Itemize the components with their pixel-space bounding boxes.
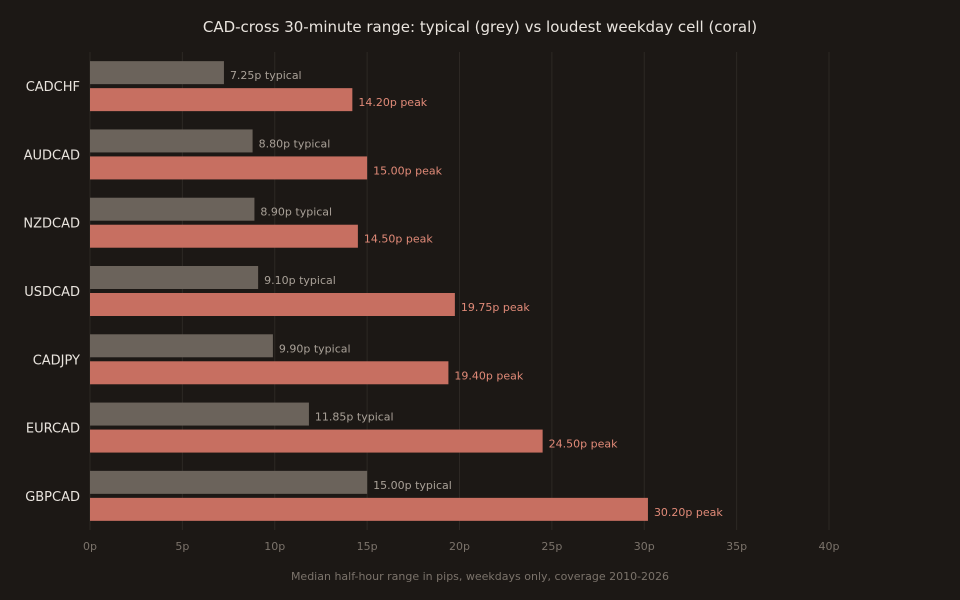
peak-value-label: 15.00p peak: [373, 164, 442, 177]
peak-value-label: 19.75p peak: [461, 301, 530, 314]
peak-value-label: 30.20p peak: [654, 506, 723, 519]
typical-bar: [90, 266, 259, 289]
peak-bar: [90, 88, 353, 112]
typical-bar: [90, 197, 255, 221]
x-tick-label: 40p: [819, 540, 840, 553]
peak-bar: [90, 497, 648, 521]
category-group-cadjpy: CADJPY 9.90p typical 19.40p peak: [33, 334, 524, 385]
category-label: GBPCAD: [25, 490, 80, 505]
typical-value-label: 9.10p typical: [264, 274, 336, 287]
category-group-audcad: AUDCAD 8.80p typical 15.00p peak: [24, 129, 443, 180]
typical-value-label: 7.25p typical: [230, 69, 302, 82]
grid-layer: [89, 52, 830, 530]
peak-bar: [90, 156, 368, 180]
peak-value-label: 14.50p peak: [364, 233, 433, 246]
category-group-gbpcad: GBPCAD 15.00p typical 30.20p peak: [25, 470, 723, 521]
typical-value-label: 15.00p typical: [373, 479, 452, 492]
category-label: CADCHF: [26, 80, 80, 95]
category-label: USDCAD: [24, 285, 80, 300]
x-tick-label: 0p: [83, 540, 97, 553]
chart-title: CAD-cross 30-minute range: typical (grey…: [203, 18, 757, 36]
typical-bar: [90, 402, 309, 426]
x-axis-label: Median half-hour range in pips, weekdays…: [291, 570, 669, 583]
typical-value-label: 8.80p typical: [259, 137, 331, 150]
peak-bar: [90, 429, 543, 453]
typical-value-label: 8.90p typical: [260, 206, 332, 219]
peak-bar: [90, 293, 455, 316]
bars-layer: CADCHF 7.25p typical 14.20p peak AUDCAD 8.80…: [23, 61, 723, 521]
peak-value-label: 24.50p peak: [549, 438, 618, 451]
peak-bar: [90, 224, 358, 248]
x-tick-label: 20p: [449, 540, 470, 553]
peak-value-label: 14.20p peak: [358, 96, 427, 109]
peak-value-label: 19.40p peak: [454, 369, 523, 382]
category-label: EURCAD: [26, 422, 80, 437]
x-tick-label: 15p: [357, 540, 378, 553]
typical-bar: [90, 334, 273, 358]
category-label: CADJPY: [33, 353, 80, 368]
x-tick-label: 5p: [175, 540, 189, 553]
typical-bar: [90, 61, 224, 85]
typical-value-label: 9.90p typical: [279, 342, 351, 355]
typical-value-label: 11.85p typical: [315, 411, 394, 424]
category-label: NZDCAD: [23, 217, 80, 232]
x-axis-ticks: 0p 5p 10p 15p 20p 25p 30p 35p 40p: [83, 540, 839, 553]
category-label: AUDCAD: [24, 148, 80, 163]
typical-bar: [90, 470, 368, 494]
x-tick-label: 30p: [634, 540, 655, 553]
category-group-cadchf: CADCHF 7.25p typical 14.20p peak: [26, 61, 428, 112]
category-group-eurcad: EURCAD 11.85p typical 24.50p peak: [26, 402, 618, 453]
x-tick-label: 25p: [541, 540, 562, 553]
category-group-nzdcad: NZDCAD 8.90p typical 14.50p peak: [23, 197, 433, 248]
x-tick-label: 35p: [726, 540, 747, 553]
typical-bar: [90, 129, 253, 153]
x-tick-label: 10p: [264, 540, 285, 553]
peak-bar: [90, 361, 449, 385]
category-group-usdcad: USDCAD 9.10p typical 19.75p peak: [24, 266, 530, 316]
